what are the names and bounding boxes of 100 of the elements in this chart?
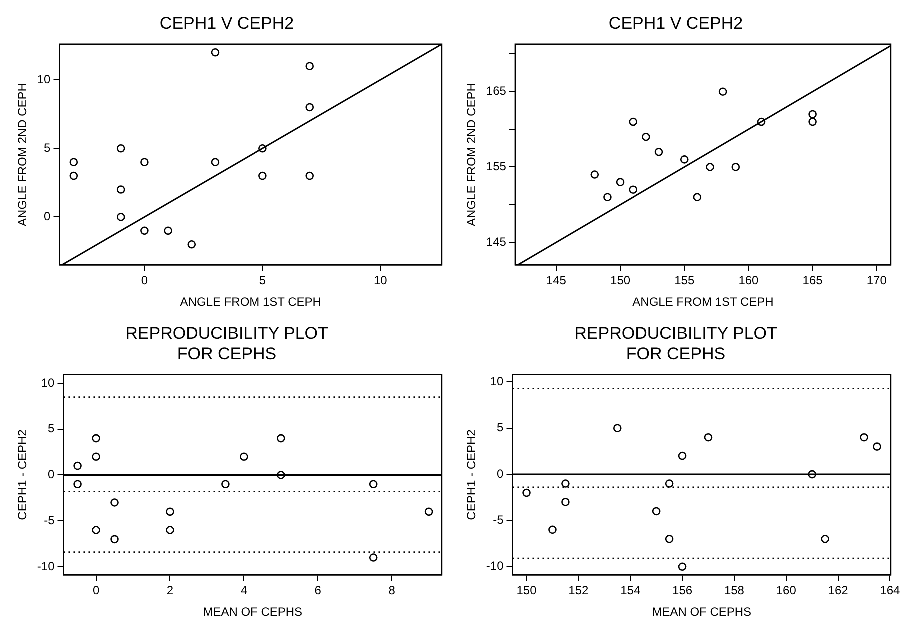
point <box>70 172 78 180</box>
chart-title: CEPH1 V CEPH2 <box>608 14 744 33</box>
point <box>704 433 713 442</box>
point <box>92 452 100 462</box>
point <box>306 62 314 70</box>
chart-title: CEPH1 V CEPH2 <box>160 14 294 33</box>
point <box>654 148 664 156</box>
x-tick-label: 160 <box>738 274 760 288</box>
x-tick-label: 2 <box>166 584 174 598</box>
point <box>306 172 314 180</box>
x-axis-title: MEAN OF CEPHS <box>203 605 303 620</box>
x-tick-label: 162 <box>828 584 849 598</box>
x-tick-label: 152 <box>568 584 590 598</box>
point <box>616 178 625 186</box>
point <box>873 442 882 451</box>
point <box>718 88 728 96</box>
point <box>240 452 248 462</box>
point <box>757 118 766 126</box>
point <box>808 470 816 479</box>
point <box>92 434 100 443</box>
x-axis-title: ANGLE FROM 1ST CEPH <box>180 295 322 310</box>
y-tick-label: 155 <box>486 160 507 174</box>
point <box>642 132 650 142</box>
point <box>258 172 267 180</box>
point <box>188 240 196 249</box>
x-tick-label: 5 <box>259 274 266 288</box>
x-tick-label: 150 <box>516 584 538 598</box>
x-tick-label: 155 <box>674 274 695 288</box>
point <box>369 480 378 489</box>
point <box>166 508 174 516</box>
point <box>590 170 600 179</box>
point <box>164 226 172 236</box>
point <box>562 480 570 488</box>
y-tick-label: -10 <box>37 559 56 574</box>
point <box>604 193 612 202</box>
y-axis-title: ANGLE FROM 2ND CEPH <box>16 83 30 226</box>
point <box>211 158 220 166</box>
y-axis-title: ANGLE FROM 2ND CEPH <box>464 83 479 226</box>
point <box>808 110 817 119</box>
point <box>665 535 674 544</box>
x-tick-label: 164 <box>880 584 901 598</box>
point <box>860 433 868 442</box>
point <box>369 554 378 562</box>
x-tick-label: 165 <box>802 274 824 288</box>
point <box>732 163 740 172</box>
point <box>548 526 557 534</box>
point <box>678 452 687 460</box>
x-axis-title: MEAN OF CEPHS <box>652 605 752 620</box>
point <box>110 535 119 544</box>
point <box>629 186 638 194</box>
x-axis-title: ANGLE FROM 1ST CEPH <box>632 295 774 310</box>
point <box>678 562 687 572</box>
x-tick-label: 158 <box>724 584 745 598</box>
y-tick-label: 5 <box>48 422 56 436</box>
y-tick-label: -10 <box>486 559 504 574</box>
point <box>680 156 689 164</box>
x-tick-label: 154 <box>620 584 641 598</box>
point <box>522 488 531 498</box>
point <box>140 226 149 236</box>
x-tick-label: 6 <box>314 584 322 598</box>
chart-title: REPRODUCIBILITY PLOT FOR CEPHS <box>574 324 778 364</box>
y-tick-label: 145 <box>486 234 507 249</box>
y-axis-title: CEPH1 - CEPH2 <box>464 429 479 520</box>
point <box>706 163 714 172</box>
point <box>211 48 220 57</box>
y-tick-label: -5 <box>493 513 504 528</box>
x-tick-label: 160 <box>776 584 797 598</box>
point <box>258 144 267 153</box>
point <box>116 144 126 153</box>
y-tick-label: 165 <box>486 84 507 98</box>
point <box>74 462 82 470</box>
point <box>808 118 817 126</box>
y-tick-label: 10 <box>37 72 52 86</box>
point <box>116 213 126 222</box>
y-tick-label: 0 <box>48 468 56 482</box>
point <box>70 158 78 166</box>
x-tick-label: 145 <box>546 274 567 288</box>
x-tick-label: 150 <box>610 274 631 288</box>
x-tick-label: 170 <box>866 274 888 288</box>
y-tick-label: -5 <box>44 513 56 528</box>
x-tick-label: 8 <box>388 584 396 598</box>
point <box>652 507 661 516</box>
point <box>629 118 638 126</box>
y-axis-title: CEPH1 - CEPH2 <box>16 429 30 520</box>
point <box>277 471 286 480</box>
point <box>166 526 174 534</box>
x-tick-label: 10 <box>374 274 388 288</box>
point <box>424 508 434 516</box>
point <box>116 186 126 194</box>
x-tick-label: 0 <box>141 274 148 288</box>
y-tick-label: 0 <box>44 210 52 224</box>
y-tick-label: 10 <box>41 376 56 390</box>
point <box>562 498 570 506</box>
x-tick-label: 156 <box>672 584 693 598</box>
x-tick-label: 0 <box>92 584 100 598</box>
point <box>110 498 119 507</box>
point <box>222 480 230 489</box>
point <box>92 526 100 534</box>
point <box>665 480 674 488</box>
point <box>306 103 314 112</box>
